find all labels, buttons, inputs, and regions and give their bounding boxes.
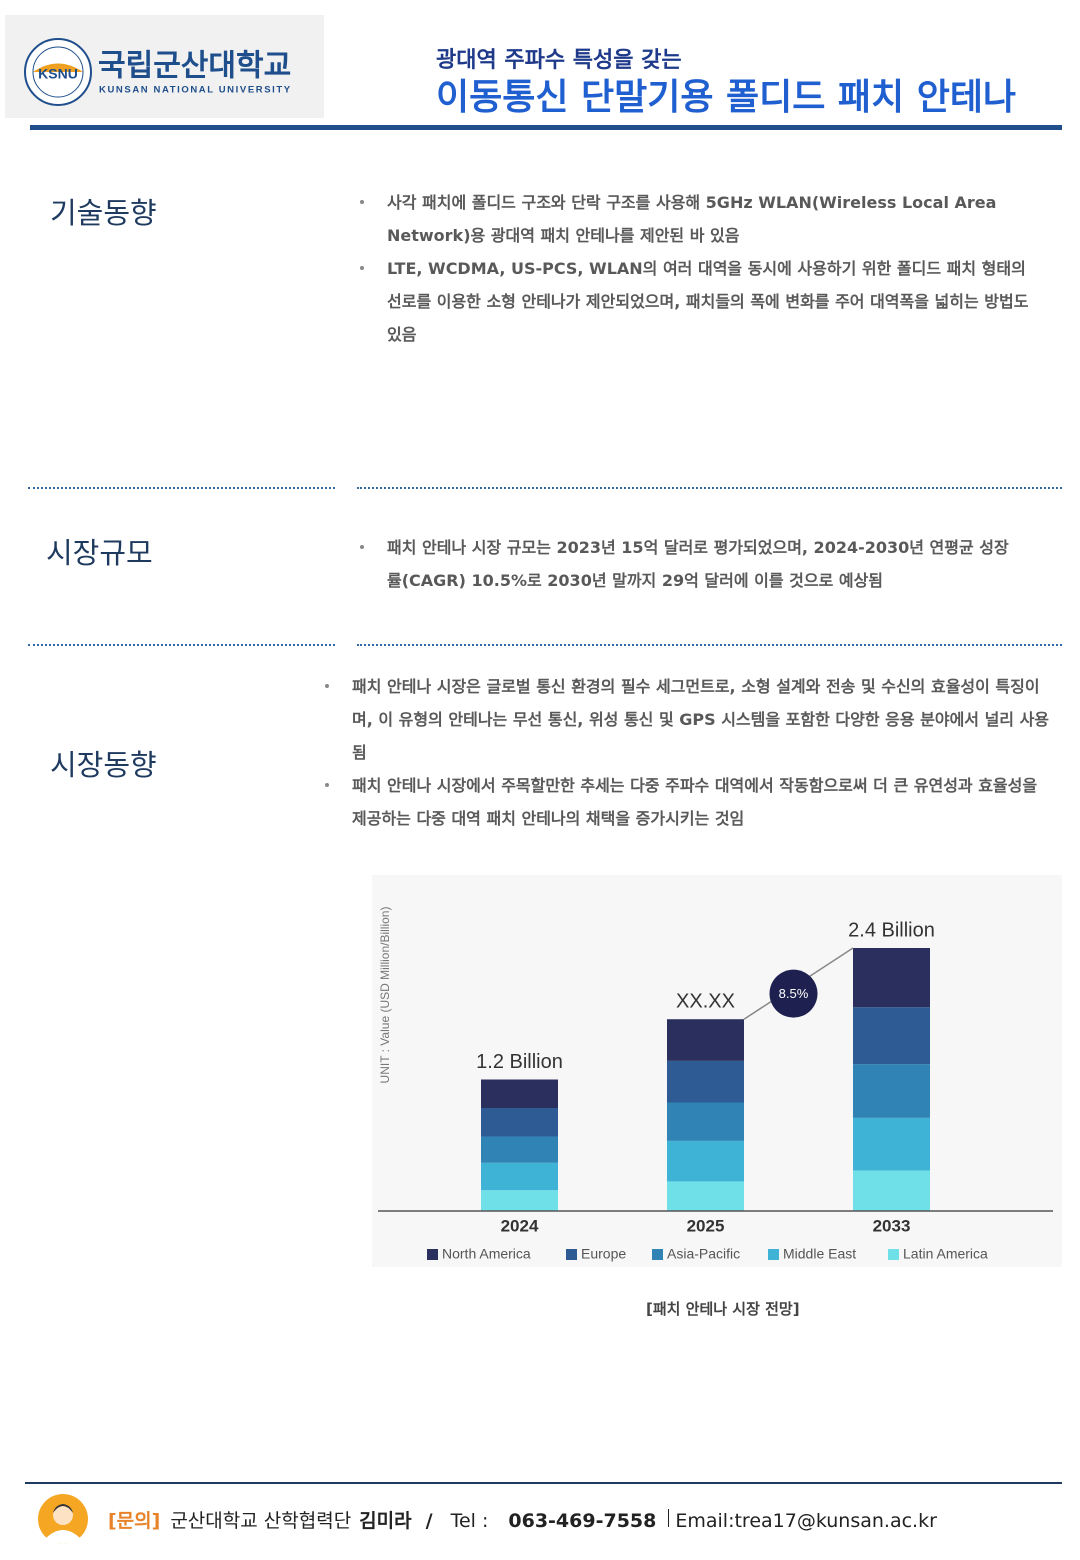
divider: / bbox=[425, 1510, 433, 1532]
bar-segment bbox=[481, 1136, 558, 1163]
bar-segment bbox=[481, 1190, 558, 1211]
email: Email:trea17@kunsan.ac.kr bbox=[675, 1510, 937, 1532]
inquiry: [문의] bbox=[108, 1510, 161, 1532]
bullet: 패치 안테나 시장 규모는 2023년 15억 달러로 평가되었으며, 2024… bbox=[360, 531, 1010, 597]
bullet-list: 패치 안테나 시장 규모는 2023년 15억 달러로 평가되었으며, 2024… bbox=[360, 531, 1010, 597]
bar-label: XX.XX bbox=[676, 991, 735, 1013]
bar-segment bbox=[667, 1181, 744, 1211]
chart-caption: [패치 안테나 시장 전망] bbox=[646, 1300, 800, 1318]
category-label: 2025 bbox=[687, 1216, 725, 1235]
bar-label: 1.2 Billion bbox=[476, 1051, 563, 1073]
legend-swatch bbox=[652, 1249, 663, 1260]
legend-label: Europe bbox=[581, 1246, 626, 1262]
bar-label: 2.4 Billion bbox=[848, 919, 935, 941]
logo-emblem: KSNU bbox=[38, 66, 78, 82]
bar-segment bbox=[853, 1117, 930, 1171]
bar-segment bbox=[853, 1064, 930, 1118]
section-label: 시장규모 bbox=[46, 536, 153, 570]
logo-name: 국립군산대학교 bbox=[98, 49, 291, 84]
legend-swatch bbox=[768, 1249, 779, 1260]
phone: 063-469-7558 bbox=[508, 1510, 657, 1532]
pipe bbox=[668, 1509, 670, 1527]
bullet-list: 패치 안테나 시장은 글로벌 통신 환경의 필수 세그먼트로, 소형 설계와 전… bbox=[325, 670, 1050, 835]
title: 이동통신 단말기용 폴디드 패치 안테나 bbox=[436, 77, 1017, 118]
bar-segment bbox=[853, 1007, 930, 1065]
logo-box: KSNU 국립군산대학교 KUNSAN NATIONAL UNIVERSITY bbox=[5, 15, 324, 118]
bar-segment bbox=[853, 948, 930, 1008]
legend-label: North America bbox=[442, 1246, 531, 1262]
separator bbox=[357, 487, 1062, 489]
tel-label: Tel : bbox=[450, 1510, 489, 1532]
bar-segment bbox=[853, 1170, 930, 1211]
bar-segment bbox=[667, 1060, 744, 1103]
category-label: 2024 bbox=[501, 1216, 539, 1235]
bar-segment bbox=[481, 1107, 558, 1137]
bar-segment bbox=[481, 1079, 558, 1108]
legend-label: Asia-Pacific bbox=[667, 1246, 740, 1262]
category-label: 2033 bbox=[873, 1216, 911, 1235]
legend-swatch bbox=[427, 1249, 438, 1260]
separator bbox=[357, 644, 1062, 646]
legend-swatch bbox=[888, 1249, 899, 1260]
logo-english: KUNSAN NATIONAL UNIVERSITY bbox=[99, 85, 292, 96]
bullet-list: 사각 패치에 폴디드 구조와 단락 구조를 사용해 5GHz WLAN(Wire… bbox=[360, 186, 1042, 351]
separator bbox=[28, 487, 335, 489]
bullet: 패치 안테나 시장에서 주목할만한 추세는 다중 주파수 대역에서 작동함으로써… bbox=[325, 769, 1050, 835]
logo: KSNU 국립군산대학교 KUNSAN NATIONAL UNIVERSITY bbox=[24, 38, 292, 106]
section-label: 기술동향 bbox=[50, 196, 157, 230]
avatar bbox=[38, 1494, 88, 1544]
section-label: 시장동향 bbox=[50, 748, 157, 782]
header-rule bbox=[30, 125, 1062, 130]
contact-name: 김미라 bbox=[359, 1510, 412, 1532]
bullet: 패치 안테나 시장은 글로벌 통신 환경의 필수 세그먼트로, 소형 설계와 전… bbox=[325, 670, 1050, 769]
bar-segment bbox=[667, 1102, 744, 1141]
org: 군산대학교 산학협력단 bbox=[170, 1510, 352, 1532]
subtitle: 광대역 주파수 특성을 갖는 bbox=[436, 48, 682, 73]
footer-rule bbox=[25, 1482, 1062, 1484]
growth-label: 8.5% bbox=[779, 986, 809, 1001]
growth-badge bbox=[769, 969, 818, 1018]
chart: UNIT : Value (USD Million/Billion) 2024 20… bbox=[372, 875, 1062, 1267]
y-axis-label: UNIT : Value (USD Million/Billion) bbox=[378, 907, 392, 1084]
bar-segment bbox=[667, 1019, 744, 1061]
legend-swatch bbox=[566, 1249, 577, 1260]
bar-segment bbox=[481, 1162, 558, 1191]
bullet: LTE, WCDMA, US-PCS, WLAN의 여러 대역을 동시에 사용하… bbox=[360, 252, 1042, 351]
footer-contact: [문의] 군산대학교 산학협력단 김미라 / Tel : 063-469-755… bbox=[108, 1506, 937, 1533]
bar-segment bbox=[667, 1140, 744, 1182]
legend-label: Latin America bbox=[903, 1246, 988, 1262]
legend-label: Middle East bbox=[783, 1246, 856, 1262]
separator bbox=[28, 644, 335, 646]
bullet: 사각 패치에 폴디드 구조와 단락 구조를 사용해 5GHz WLAN(Wire… bbox=[360, 186, 1042, 252]
